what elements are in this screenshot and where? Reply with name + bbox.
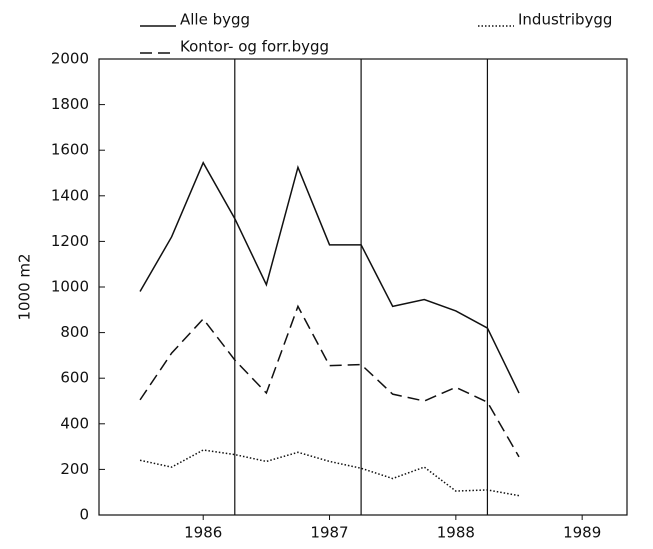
series-line xyxy=(139,304,520,458)
y-tick-label: 1200 xyxy=(51,232,89,250)
y-tick-label: 600 xyxy=(60,369,89,387)
x-tick-label: 1986 xyxy=(184,524,222,542)
y-tick-label: 1400 xyxy=(51,186,89,204)
y-tick-label: 1800 xyxy=(51,95,89,113)
legend-label: Kontor- og forr.bygg xyxy=(180,38,329,56)
y-tick-label: 0 xyxy=(79,506,89,524)
x-tick-label: 1989 xyxy=(563,524,601,542)
y-tick-label: 200 xyxy=(60,460,89,478)
y-tick-label: 800 xyxy=(60,323,89,341)
y-axis-label: 1000 m2 xyxy=(16,253,34,320)
legend-label: Alle bygg xyxy=(180,11,250,29)
series-line xyxy=(139,449,520,497)
y-tick-label: 2000 xyxy=(51,50,89,68)
y-tick-label: 400 xyxy=(60,414,89,432)
y-tick-label: 1600 xyxy=(51,141,89,159)
plot-frame xyxy=(98,58,628,516)
y-tick-label: 1000 xyxy=(51,278,89,296)
legend-label: Industribygg xyxy=(518,11,612,29)
x-tick-label: 1988 xyxy=(437,524,475,542)
series-line xyxy=(139,161,520,394)
x-tick-label: 1987 xyxy=(310,524,348,542)
